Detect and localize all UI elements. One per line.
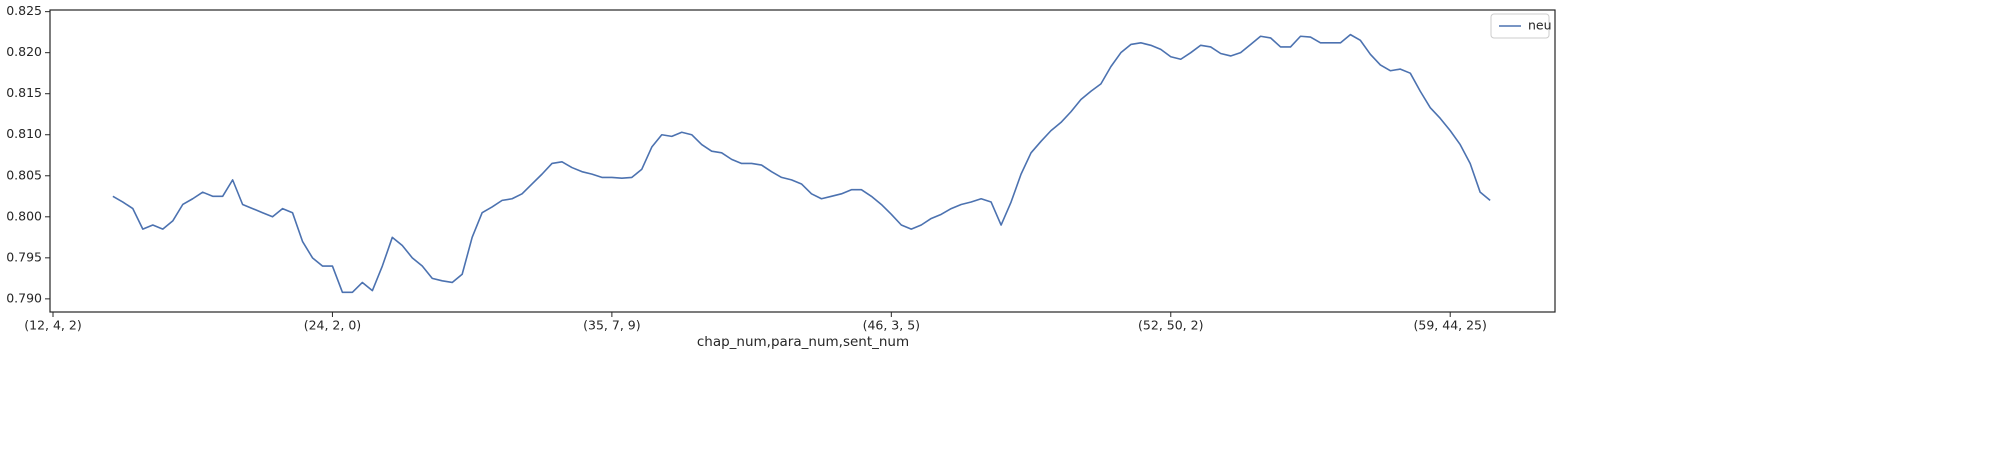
x-tick-label: (35, 7, 9) — [583, 318, 640, 333]
y-tick-label: 0.805 — [6, 167, 42, 182]
plot-frame — [49, 9, 1556, 313]
x-tick-label: (12, 4, 2) — [24, 318, 81, 333]
x-tick-label: (59, 44, 25) — [1414, 318, 1487, 333]
x-tick-label: (46, 3, 5) — [863, 318, 920, 333]
x-axis-label: chap_num,para_num,sent_num — [697, 334, 909, 350]
y-tick-label: 0.815 — [6, 85, 42, 100]
x-tick-label: (52, 50, 2) — [1138, 318, 1203, 333]
y-tick-label: 0.810 — [6, 126, 42, 141]
line-series — [112, 33, 1491, 294]
y-tick-label: 0.820 — [6, 44, 42, 59]
y-tick-label: 0.800 — [6, 208, 42, 223]
y-tick-label: 0.825 — [6, 3, 42, 18]
y-tick-label: 0.790 — [6, 290, 42, 305]
legend-label: neu — [1528, 18, 1552, 33]
x-tick-label: (24, 2, 0) — [304, 318, 361, 333]
y-tick-label: 0.795 — [6, 249, 42, 264]
